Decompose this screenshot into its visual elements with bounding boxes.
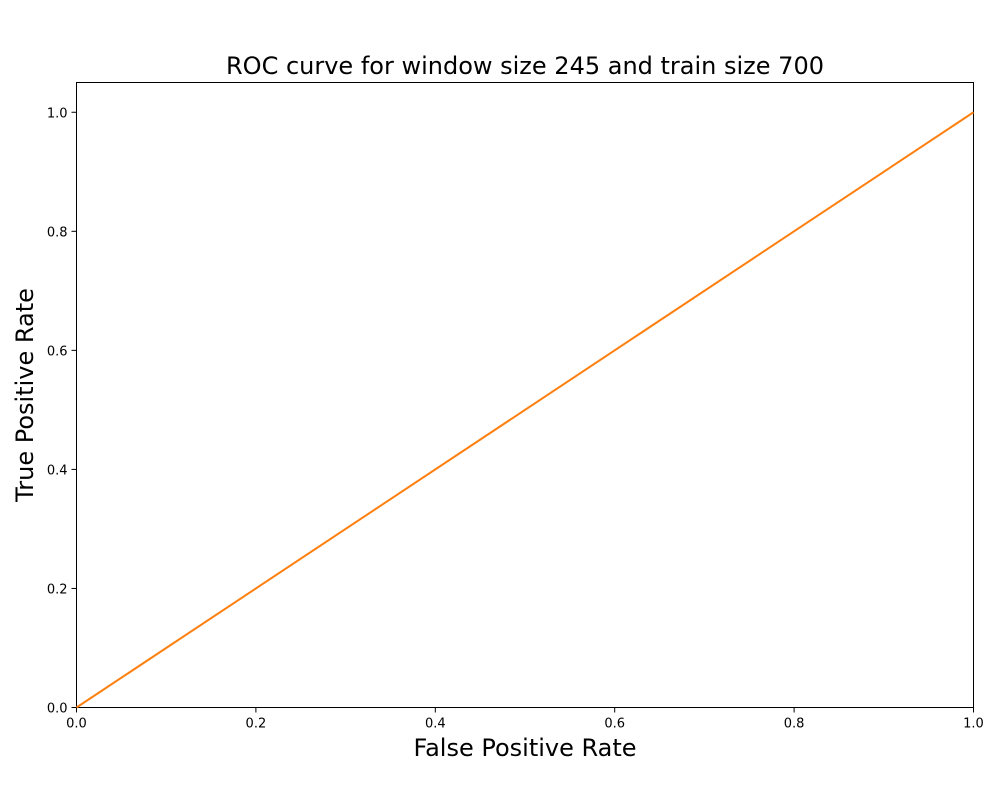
y-tick-label: 0.2 (47, 582, 68, 597)
plot-frame (76, 82, 974, 708)
x-axis: 0.0 0.2 0.4 0.6 0.8 1.0 (66, 707, 984, 732)
y-tick-label: 0.0 (47, 702, 68, 717)
chart-title: ROC curve for window size 245 and train … (226, 52, 824, 80)
y-tick-label: 0.4 (47, 463, 68, 478)
x-axis-label: False Positive Rate (413, 734, 636, 762)
y-tick-label: 0.6 (47, 344, 68, 359)
x-tick-label: 0.2 (246, 717, 267, 732)
plot-area (76, 82, 974, 708)
x-tick-label: 0.6 (604, 717, 625, 732)
series-layer (75, 111, 975, 709)
roc-curve-line (75, 111, 975, 709)
x-tick-label: 1.0 (963, 717, 984, 732)
x-tick-label: 0.8 (784, 717, 805, 732)
y-axis: 0.0 0.2 0.4 0.6 0.8 1.0 (47, 106, 77, 717)
x-tick-label: 0.4 (425, 717, 446, 732)
x-tick-label: 0.0 (66, 717, 87, 732)
y-tick-label: 1.0 (47, 106, 68, 121)
y-tick-label: 0.8 (47, 225, 68, 240)
y-axis-label: True Positive Rate (11, 288, 39, 503)
